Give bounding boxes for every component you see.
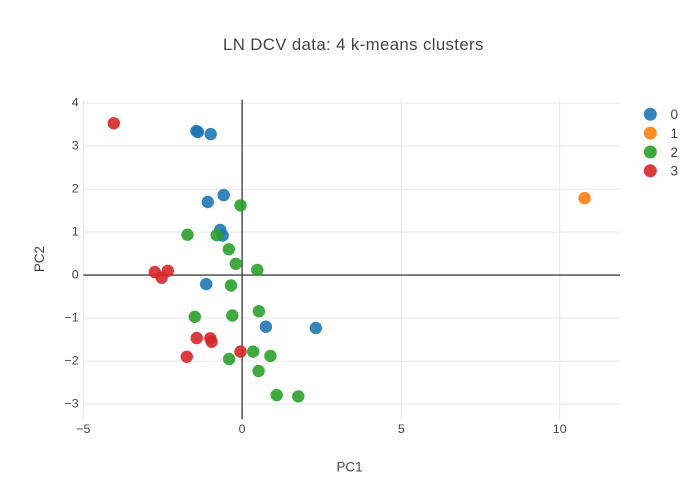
svg-text:1: 1 — [72, 225, 79, 239]
svg-text:−3: −3 — [64, 397, 78, 411]
svg-text:2: 2 — [671, 145, 679, 160]
svg-text:5: 5 — [398, 422, 405, 436]
svg-text:0: 0 — [72, 268, 79, 282]
svg-text:1: 1 — [671, 126, 679, 141]
svg-text:2: 2 — [72, 182, 79, 196]
svg-text:−2: −2 — [64, 354, 78, 368]
svg-text:4: 4 — [72, 96, 79, 110]
svg-text:10: 10 — [553, 422, 567, 436]
svg-text:−1: −1 — [64, 311, 78, 325]
svg-text:0: 0 — [239, 422, 246, 436]
svg-text:LN DCV data: 4 k-means cluster: LN DCV data: 4 k-means clusters — [223, 35, 484, 54]
svg-text:−5: −5 — [76, 422, 90, 436]
svg-text:0: 0 — [671, 107, 679, 122]
svg-text:3: 3 — [72, 139, 79, 153]
svg-text:3: 3 — [671, 164, 679, 179]
svg-text:PC2: PC2 — [32, 246, 47, 272]
svg-text:PC1: PC1 — [336, 460, 362, 475]
